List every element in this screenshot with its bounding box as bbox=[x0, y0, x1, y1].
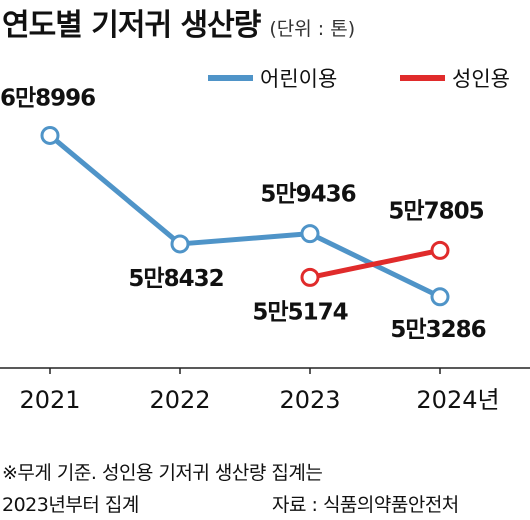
footnote-line-1: ※무게 기준. 성인용 기저귀 생산량 집계는 bbox=[2, 462, 323, 484]
title-row: 연도별 기저귀 생산량 (단위 : 톤) bbox=[2, 0, 355, 44]
data-label: 5만3286 bbox=[390, 317, 485, 343]
data-label: 6만8996 bbox=[0, 85, 95, 111]
data-point bbox=[430, 287, 450, 307]
data-label: 5만9436 bbox=[260, 182, 355, 208]
data-label: 5만5174 bbox=[252, 299, 347, 325]
source-note: 자료 : 식품의약품안전처 bbox=[272, 494, 459, 516]
x-tick-label: 2024년 bbox=[416, 386, 499, 414]
series-layer bbox=[40, 125, 450, 307]
data-point bbox=[300, 224, 320, 244]
x-axis: 2021 2022 2023 2024년 bbox=[0, 367, 530, 414]
series-line-1 bbox=[309, 247, 441, 280]
legend-label-adult: 성인용 bbox=[452, 67, 510, 91]
data-point bbox=[170, 234, 190, 254]
data-point bbox=[430, 240, 450, 260]
data-point bbox=[40, 125, 60, 145]
x-tick-label: 2023 bbox=[279, 386, 340, 414]
data-label: 5만7805 bbox=[388, 198, 483, 224]
x-tick-label: 2022 bbox=[149, 386, 210, 414]
x-tick-label: 2021 bbox=[19, 386, 80, 414]
series-line-0 bbox=[48, 133, 442, 300]
data-labels: 6만8996 5만8432 5만9436 5만3286 5만5174 5만7805 bbox=[0, 85, 487, 343]
data-label: 5만8432 bbox=[128, 266, 223, 292]
unit-label: (단위 : 톤) bbox=[269, 18, 356, 40]
legend: 어린이용 성인용 bbox=[208, 67, 510, 91]
footnote-line-2: 2023년부터 집계 bbox=[2, 494, 139, 516]
legend-label-baby: 어린이용 bbox=[260, 67, 337, 91]
chart-title: 연도별 기저귀 생산량 bbox=[2, 8, 261, 43]
line-chart: 어린이용 성인용 2021 2022 2023 2024년 6만8996 5만8432 5… bbox=[0, 67, 530, 414]
data-point bbox=[300, 267, 320, 287]
